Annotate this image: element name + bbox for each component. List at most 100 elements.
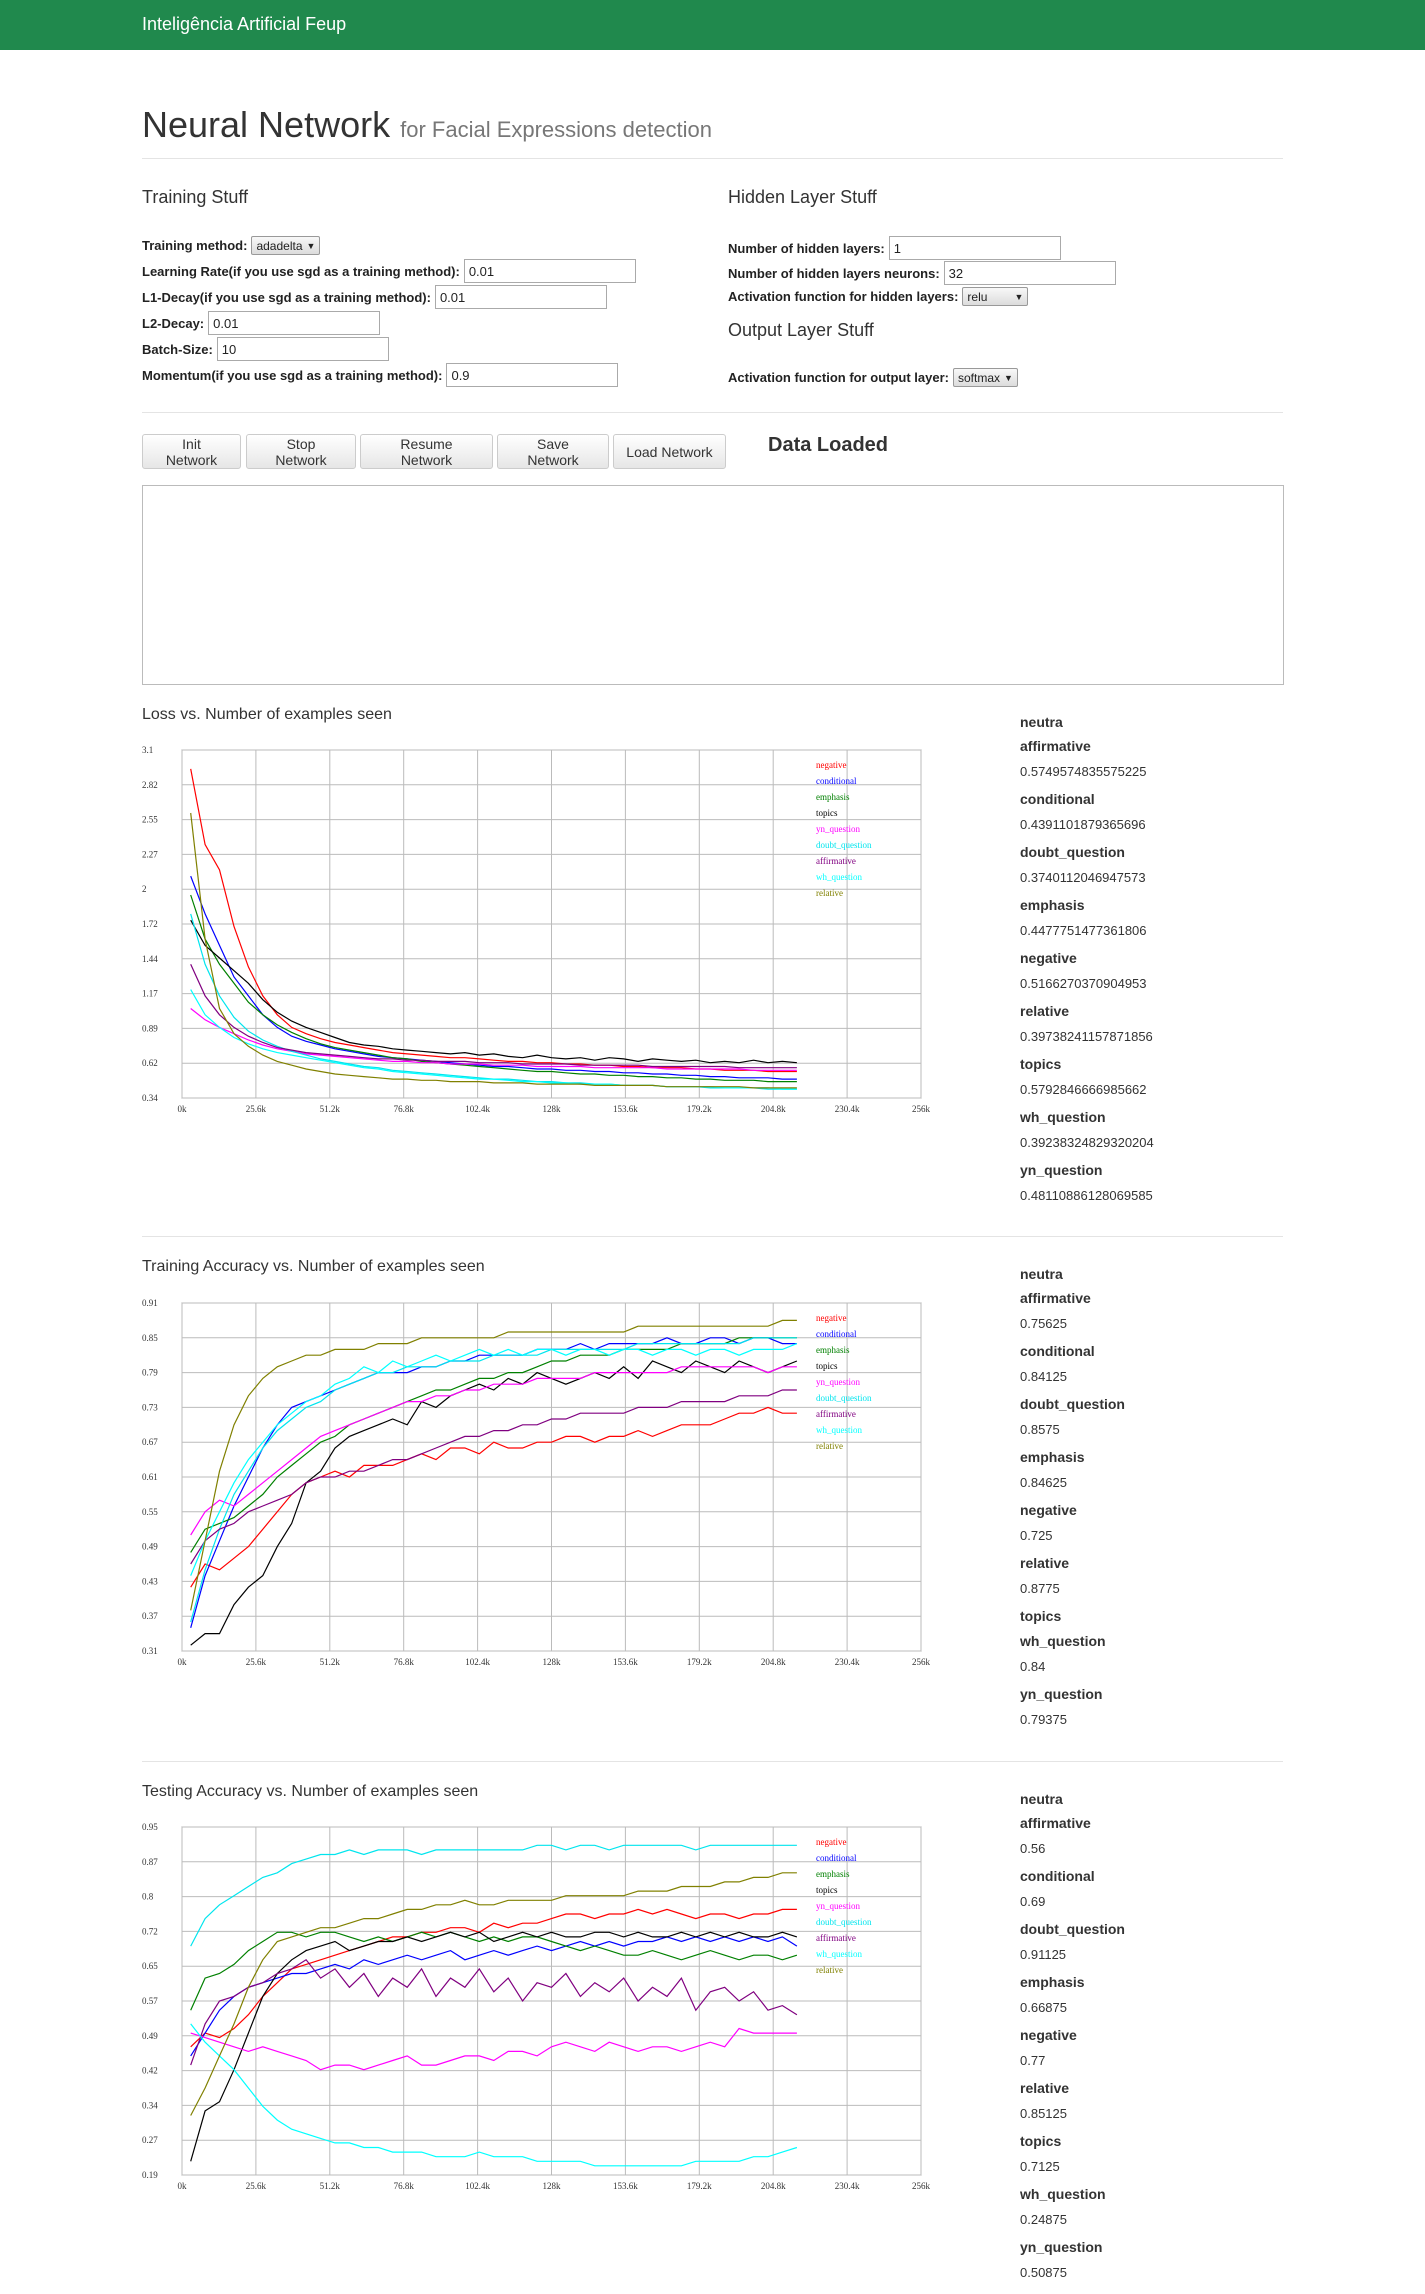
training-method-value: adadelta — [256, 238, 303, 253]
series-line-topics — [190, 1931, 798, 2162]
legend-label-negative: negative — [816, 760, 847, 770]
x-tick-label: 102.4k — [465, 2181, 490, 2191]
legend-label-relative: relative — [816, 1441, 843, 1451]
y-tick-label: 0.89 — [142, 1023, 158, 1033]
legend-label-yn_question: yn_question — [816, 824, 860, 834]
y-tick-label: 1.72 — [142, 919, 158, 929]
stat-value-wh_question: 0.39238324829320204 — [1020, 1135, 1154, 1150]
page-title-main: Neural Network — [142, 104, 391, 145]
legend-label-relative: relative — [816, 1965, 843, 1975]
save-network-button[interactable]: Save Network — [497, 434, 609, 469]
status-text: Data Loaded — [768, 434, 889, 456]
train-stats-panel: neutra affirmative 0.75625 conditional 0.841… — [1020, 1266, 1270, 1766]
y-tick-label: 0.61 — [142, 1472, 158, 1482]
stat-name-relative: relative — [1020, 1555, 1070, 1571]
divider — [142, 1761, 1283, 1762]
x-tick-label: 76.8k — [394, 1657, 415, 1667]
legend-label-affirmative: affirmative — [816, 1409, 856, 1419]
stat-name-topics: topics — [1020, 1608, 1062, 1624]
series-line-affirmative — [190, 1389, 797, 1565]
divider — [142, 158, 1283, 159]
stat-value-yn_question: 0.48110886128069585 — [1020, 1188, 1153, 1203]
learning-rate-input[interactable] — [463, 259, 636, 283]
momentum-row: Momentum(if you use sgd as a training me… — [142, 363, 619, 387]
legend-label-affirmative: affirmative — [816, 1933, 856, 1943]
y-tick-label: 0.49 — [142, 2031, 158, 2041]
stat-value-wh_question: 0.84 — [1020, 1659, 1046, 1674]
y-tick-label: 0.79 — [142, 1368, 158, 1378]
y-tick-label: 1.44 — [142, 954, 158, 964]
output-activation-select[interactable]: softmax ▼ — [953, 368, 1018, 387]
stat-value-doubt_question: 0.8575 — [1020, 1422, 1060, 1437]
training-method-select[interactable]: adadelta ▼ — [251, 236, 321, 255]
stat-name-wh_question: wh_question — [1020, 1109, 1106, 1125]
stat-value-emphasis: 0.66875 — [1020, 2000, 1067, 2015]
navbar-brand[interactable]: Inteligência Artificial Feup — [142, 14, 347, 34]
legend-label-conditional: conditional — [816, 1853, 857, 1863]
series-line-relative — [190, 812, 797, 1089]
l2-decay-label: L2-Decay: — [142, 315, 205, 331]
momentum-label: Momentum(if you use sgd as a training me… — [142, 367, 443, 383]
stat-value-topics: 0.7125 — [1020, 2159, 1060, 2174]
x-tick-label: 230.4k — [835, 2181, 860, 2191]
x-tick-label: 0k — [178, 1657, 188, 1667]
legend-label-topics: topics — [816, 808, 838, 818]
init-network-button[interactable]: Init Network — [142, 434, 241, 469]
train-chart-title: Training Accuracy vs. Number of examples… — [142, 1258, 485, 1275]
series-line-topics — [190, 1360, 798, 1646]
stat-value-affirmative: 0.56 — [1020, 1841, 1046, 1856]
legend-label-affirmative: affirmative — [816, 856, 856, 866]
stat-name-doubt_question: doubt_question — [1020, 844, 1125, 860]
series-line-relative — [190, 1319, 797, 1611]
series-line-topics — [190, 919, 797, 1064]
test-stats-panel: neutra affirmative 0.56 conditional 0.69 doub… — [1020, 1791, 1270, 2291]
train-chart: 0k 25.6k 51.2k 76.8k 102.4k 128k 153.6k 179.2k 2… — [142, 1298, 931, 1667]
momentum-input[interactable] — [446, 363, 619, 387]
y-tick-label: 0.55 — [142, 1507, 158, 1517]
hidden-neurons-input[interactable] — [943, 261, 1116, 285]
legend-label-wh_question: wh_question — [816, 1425, 862, 1435]
hidden-activation-select[interactable]: relu ▼ — [962, 287, 1029, 306]
y-tick-label: 0.31 — [142, 1646, 158, 1656]
stat-name-conditional: conditional — [1020, 1868, 1095, 1884]
series-line-affirmative — [190, 964, 797, 1069]
y-tick-label: 0.34 — [142, 1093, 158, 1103]
hidden-neurons-row: Number of hidden layers neurons: — [728, 261, 1116, 285]
y-tick-label: 0.37 — [142, 1611, 158, 1621]
y-tick-label: 0.62 — [142, 1058, 158, 1068]
l2-decay-row: L2-Decay: — [142, 311, 381, 335]
y-tick-label: 0.34 — [142, 2100, 158, 2110]
output-section-title: Output Layer Stuff — [728, 320, 874, 340]
hidden-activation-label: Activation function for hidden layers: — [728, 289, 959, 304]
stat-value-relative: 0.85125 — [1020, 2106, 1067, 2121]
loss-chart: 0k 25.6k 51.2k 76.8k 102.4k 128k 153.6k 179.2k 2… — [142, 745, 931, 1114]
stats-heading: neutra — [1020, 1266, 1063, 1282]
l2-decay-input[interactable] — [208, 311, 381, 335]
y-tick-label: 0.85 — [142, 1333, 158, 1343]
hidden-layers-label: Number of hidden layers: — [728, 240, 885, 256]
log-textarea[interactable] — [142, 485, 1284, 685]
x-tick-label: 25.6k — [246, 1104, 267, 1114]
resume-network-button[interactable]: Resume Network — [360, 434, 493, 469]
hidden-layers-input[interactable] — [888, 236, 1061, 260]
load-network-button[interactable]: Load Network — [613, 434, 726, 469]
batch-size-input[interactable] — [216, 337, 389, 361]
stat-value-affirmative: 0.5749574835575225 — [1020, 764, 1147, 779]
hidden-activation-row: Activation function for hidden layers: r… — [728, 287, 1029, 306]
stat-name-emphasis: emphasis — [1020, 1449, 1085, 1465]
stat-name-emphasis: emphasis — [1020, 897, 1085, 913]
training-method-label: Training method: — [142, 238, 248, 253]
stop-network-button[interactable]: Stop Network — [246, 434, 356, 469]
stat-value-wh_question: 0.24875 — [1020, 2212, 1067, 2227]
x-tick-label: 179.2k — [687, 2181, 712, 2191]
batch-size-label: Batch-Size: — [142, 341, 213, 357]
stat-name-wh_question: wh_question — [1020, 1633, 1106, 1649]
legend-label-negative: negative — [816, 1313, 847, 1323]
x-tick-label: 25.6k — [246, 2181, 267, 2191]
x-tick-label: 76.8k — [394, 2181, 415, 2191]
y-tick-label: 0.27 — [142, 2135, 158, 2145]
stat-value-topics: 0.5792846666985662 — [1020, 1082, 1147, 1097]
l1-decay-input[interactable] — [434, 285, 607, 309]
stat-value-doubt_question: 0.91125 — [1020, 1947, 1067, 1962]
series-line-wh_question — [190, 1343, 798, 1576]
